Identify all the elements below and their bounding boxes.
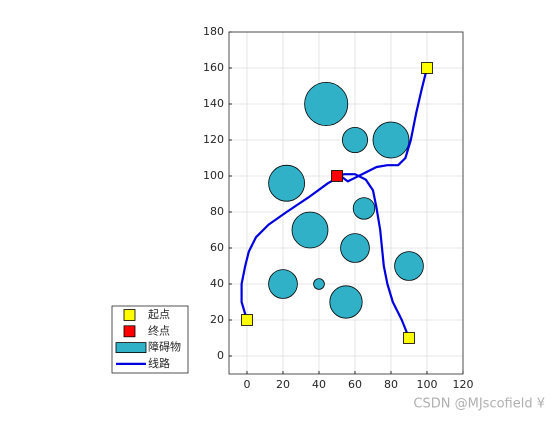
obstacle	[329, 285, 363, 319]
axes-box	[228, 31, 464, 375]
start-point	[403, 332, 415, 344]
x-tick-label: 80	[384, 378, 398, 391]
route	[240, 67, 429, 339]
obstacle	[313, 278, 325, 290]
obstacle	[268, 269, 298, 299]
obstacle	[372, 121, 410, 159]
x-tick-label: 120	[453, 378, 474, 391]
watermark: CSDN @MJscofield ¥	[413, 397, 545, 412]
x-tick-label: 100	[417, 378, 438, 391]
obstacle	[340, 233, 370, 263]
legend-swatch	[123, 325, 136, 338]
x-tick-label: 0	[244, 378, 251, 391]
plot-area	[229, 32, 463, 374]
end-point	[331, 170, 343, 182]
obstacle	[341, 127, 368, 154]
y-tick-label: 160	[203, 61, 224, 74]
y-tick-label: 60	[210, 241, 224, 254]
start-point	[421, 62, 433, 74]
start-point	[241, 314, 253, 326]
legend-swatch	[115, 342, 147, 354]
x-tick-label: 20	[276, 378, 290, 391]
obstacle	[394, 251, 424, 281]
y-tick-label: 180	[203, 25, 224, 38]
legend-label: 线路	[148, 356, 170, 370]
y-tick-label: 0	[217, 349, 224, 362]
obstacle	[291, 211, 329, 249]
x-tick-label: 40	[312, 378, 326, 391]
obstacle	[268, 164, 306, 202]
obstacle	[304, 82, 349, 127]
legend-label: 终点	[148, 323, 170, 337]
y-tick-label: 120	[203, 133, 224, 146]
legend-label: 起点	[148, 308, 170, 321]
y-tick-label: 20	[210, 313, 224, 326]
y-tick-label: 100	[203, 169, 224, 182]
legend-swatch	[123, 309, 136, 321]
obstacle	[352, 197, 376, 220]
y-tick-label: 40	[210, 277, 224, 290]
y-tick-label: 140	[203, 97, 224, 110]
x-tick-label: 60	[348, 378, 362, 391]
y-tick-label: 80	[210, 205, 224, 218]
legend-label: 障碍物	[148, 340, 181, 354]
